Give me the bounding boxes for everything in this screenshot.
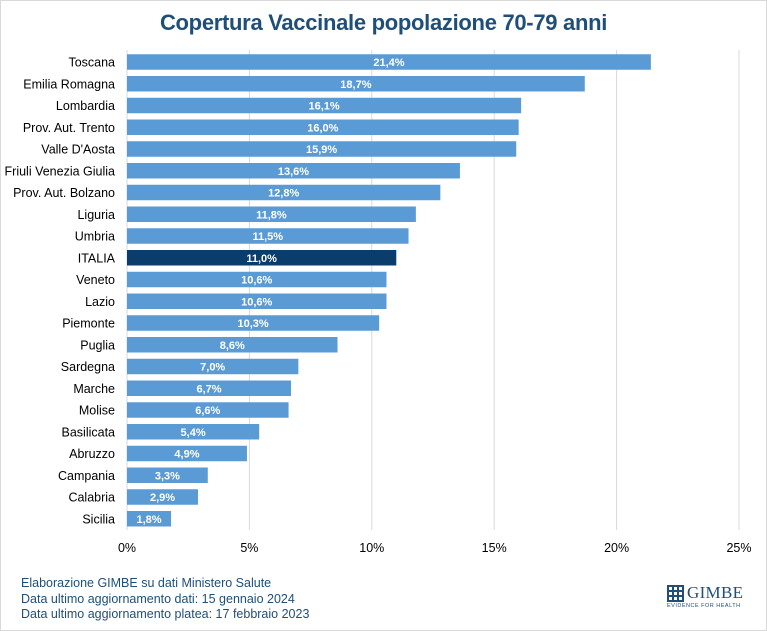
bar-value-label: 13,6%	[278, 166, 309, 178]
category-label: ITALIA	[78, 251, 116, 265]
bar-value-label: 15,9%	[306, 144, 337, 156]
bar-molise	[127, 402, 289, 418]
bar-valle-d-aosta	[127, 141, 517, 157]
bar-value-label: 11,0%	[246, 253, 277, 265]
bar-friuli-venezia-giulia	[127, 163, 460, 179]
bar-value-label: 16,0%	[307, 122, 338, 134]
bar-lazio	[127, 293, 387, 309]
source-note: Elaborazione GIMBE su dati Ministero Sal…	[21, 576, 309, 623]
bar-value-label: 1,8%	[136, 514, 161, 526]
bar-prov-aut-bolzano	[127, 184, 441, 201]
bar-value-label: 11,8%	[256, 209, 287, 221]
bar-calabria	[127, 489, 198, 505]
category-label: Emilia Romagna	[23, 77, 115, 91]
source-line: Elaborazione GIMBE su dati Ministero Sal…	[21, 576, 272, 590]
bar-value-label: 2,9%	[150, 492, 175, 504]
bar-basilicata	[127, 424, 260, 440]
bar-value-label: 8,6%	[220, 340, 245, 352]
bar-value-label: 5,4%	[181, 427, 206, 439]
population-update-line: Data ultimo aggiornamento platea: 17 feb…	[21, 607, 310, 621]
bar-liguria	[127, 206, 416, 222]
gimbe-logo-icon	[667, 585, 684, 602]
bar-value-label: 16,1%	[308, 101, 339, 113]
bar-value-label: 6,7%	[196, 383, 221, 395]
category-label: Valle D'Aosta	[41, 143, 115, 157]
x-tick-label: 10%	[359, 541, 384, 555]
category-label: Marche	[73, 382, 115, 396]
bar-emilia-romagna	[127, 76, 585, 92]
category-label: Sardegna	[61, 360, 115, 374]
bar-veneto	[127, 271, 387, 288]
category-label: Molise	[79, 404, 115, 418]
category-label: Piemonte	[62, 317, 115, 331]
bar-value-label: 10,6%	[241, 275, 272, 287]
bar-sardegna	[127, 358, 299, 375]
bar-abruzzo	[127, 445, 247, 462]
category-label: Basilicata	[62, 425, 116, 439]
bar-value-label: 6,6%	[195, 405, 220, 417]
x-tick-label: 0%	[118, 541, 136, 555]
category-label: Umbria	[75, 230, 115, 244]
category-label: Lazio	[85, 295, 115, 309]
bar-sicilia	[127, 511, 172, 527]
category-label: Liguria	[77, 208, 115, 222]
category-label: Lombardia	[56, 99, 115, 113]
bar-value-label: 12,8%	[268, 188, 299, 200]
bar-value-label: 4,9%	[174, 449, 199, 461]
category-label: Puglia	[80, 338, 115, 352]
category-labels: Toscana Emilia Romagna Lombardia Prov. Aut.…	[5, 56, 116, 527]
bar-puglia	[127, 337, 338, 353]
bars: 21,4%18,7%16,1% 16,0% 15,9% 13,6% 12,8% 11,8%…	[127, 54, 651, 527]
gimbe-logo: GIMBE EVIDENCE FOR HEALTH	[667, 583, 751, 610]
category-label: Abruzzo	[69, 447, 115, 461]
logo-name: GIMBE	[687, 583, 744, 602]
bar-prov-aut-trento	[127, 119, 519, 135]
bar-italia	[127, 250, 397, 266]
bar-umbria	[127, 228, 409, 244]
bar-value-label: 21,4%	[373, 57, 404, 69]
bar-campania	[127, 467, 208, 483]
bar-lombardia	[127, 97, 522, 114]
x-tick-label: 25%	[726, 541, 751, 555]
bar-toscana	[127, 54, 651, 70]
bar-value-label: 18,7%	[340, 79, 371, 91]
category-label: Sicilia	[82, 512, 115, 526]
category-label: Prov. Aut. Trento	[23, 121, 115, 135]
data-update-line: Data ultimo aggiornamento dati: 15 genna…	[21, 591, 295, 606]
bar-value-label: 11,5%	[252, 231, 283, 243]
x-tick-label: 20%	[604, 541, 629, 555]
category-label: Toscana	[68, 56, 115, 70]
category-label: Prov. Aut. Bolzano	[13, 186, 115, 200]
bar-piemonte	[127, 315, 380, 331]
category-label: Campania	[58, 469, 115, 483]
category-label: Friuli Venezia Giulia	[5, 164, 116, 178]
chart-title: Copertura Vaccinale popolazione 70-79 an…	[159, 10, 608, 35]
category-label: Veneto	[76, 273, 115, 287]
bar-value-label: 3,3%	[155, 470, 180, 482]
x-tick-label: 5%	[240, 541, 258, 555]
bar-value-label: 10,6%	[241, 296, 272, 308]
x-axis-ticks: 0% 5% 10% 15% 20% 25%	[118, 541, 752, 555]
bar-value-label: 7,0%	[200, 362, 225, 374]
bar-marche	[127, 380, 292, 396]
bar-value-label: 10,3%	[237, 318, 268, 330]
category-label: Calabria	[68, 491, 115, 505]
logo-tagline: EVIDENCE FOR HEALTH	[667, 603, 741, 609]
x-tick-label: 15%	[482, 541, 507, 555]
